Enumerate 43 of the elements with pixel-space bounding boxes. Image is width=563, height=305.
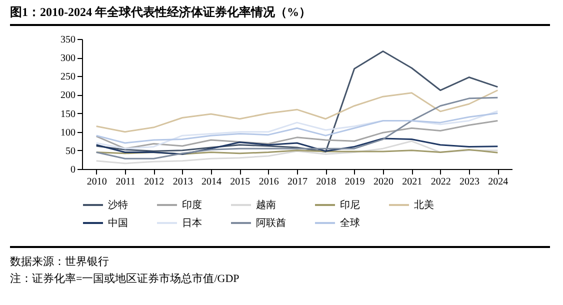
- line-series: [96, 120, 498, 150]
- x-tick-label: 2011: [116, 176, 136, 188]
- x-tick-label: 2014: [202, 176, 222, 188]
- y-tick-label: 50: [66, 146, 76, 157]
- legend-label: 越南: [256, 199, 276, 211]
- x-tick-label: 2022: [430, 176, 451, 188]
- x-tick-label: 2019: [344, 176, 365, 188]
- x-tick-label: 2016: [258, 176, 279, 188]
- line-series: [96, 90, 498, 133]
- y-tick-label: 100: [60, 127, 76, 138]
- line-series: [96, 112, 498, 144]
- x-tick-label: 2020: [374, 176, 394, 188]
- x-tick-label: 2017: [288, 176, 308, 188]
- legend-label: 日本: [182, 217, 202, 229]
- x-tick-label: 2012: [144, 176, 164, 188]
- x-tick-label: 2024: [488, 176, 508, 188]
- source-note: 数据来源：世界银行: [10, 255, 110, 270]
- y-tick-label: 300: [60, 53, 76, 64]
- legend-label: 中国: [108, 217, 128, 229]
- legend-label: 全球: [340, 217, 360, 229]
- y-tick-label: 250: [60, 72, 76, 83]
- legend-label: 沙特: [108, 199, 128, 211]
- line-series: [96, 96, 498, 160]
- line-series: [96, 110, 498, 150]
- x-tick-label: 2023: [460, 176, 480, 188]
- legend-label: 北美: [414, 199, 434, 211]
- line-series: [96, 140, 498, 164]
- legend-label: 印尼: [340, 199, 360, 211]
- y-tick-label: 350: [60, 34, 76, 46]
- x-tick-label: 2013: [172, 176, 193, 188]
- x-tick-label: 2021: [402, 176, 422, 188]
- x-tick-label: 2018: [316, 176, 336, 188]
- y-tick-label: 0: [70, 164, 76, 176]
- legend-label: 阿联酋: [256, 217, 286, 229]
- line-series: [96, 138, 498, 155]
- chart-title: 图1：2010-2024 年全球代表性经济体证券化率情况（%）: [10, 4, 550, 26]
- y-tick-label: 150: [60, 108, 76, 120]
- legend-label: 印度: [182, 199, 202, 211]
- x-tick-label: 2010: [86, 176, 107, 188]
- line-series: [96, 50, 498, 153]
- text: 注：证券化率=一国或地区证券市场总市值/GDP: [10, 272, 240, 287]
- x-tick-label: 2015: [230, 176, 250, 188]
- y-tick-label: 200: [60, 90, 76, 102]
